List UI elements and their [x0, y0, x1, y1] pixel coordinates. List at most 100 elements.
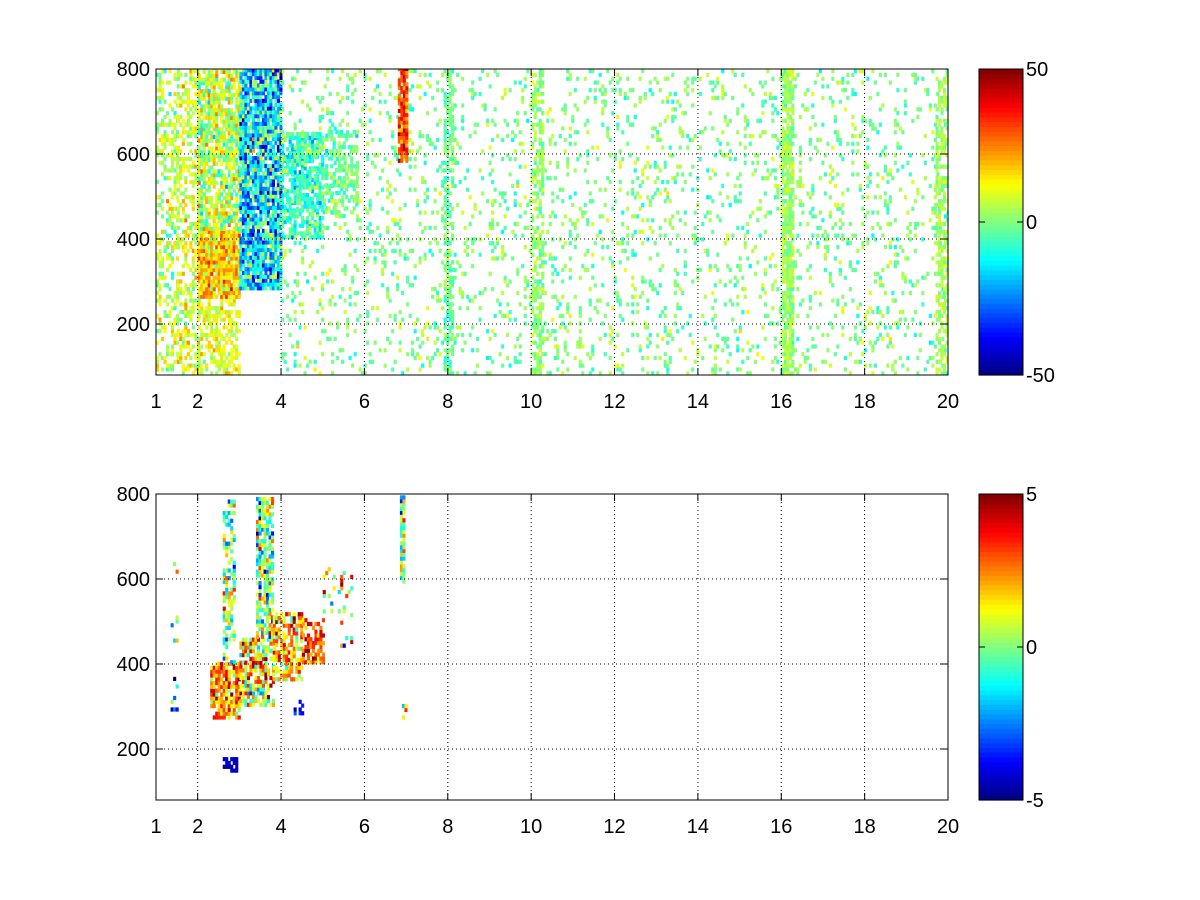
heatmap-cell	[361, 371, 365, 376]
heatmap-cell	[176, 225, 180, 230]
heatmap-cell	[227, 173, 231, 178]
heatmap-cell	[239, 255, 243, 260]
heatmap-cell	[200, 332, 204, 338]
heatmap-cell	[271, 163, 275, 168]
heatmap-cell	[551, 279, 555, 284]
heatmap-cell	[269, 163, 273, 168]
heatmap-cell	[293, 135, 297, 140]
heatmap-cell	[646, 237, 650, 242]
heatmap-cell	[217, 215, 221, 220]
heatmap-cell	[217, 256, 221, 261]
heatmap-cell	[721, 91, 725, 97]
heatmap-cell	[256, 140, 260, 145]
heatmap-cell	[286, 193, 290, 198]
heatmap-cell	[571, 222, 575, 227]
heatmap-cell	[266, 163, 270, 168]
heatmap-cell	[386, 294, 390, 299]
heatmap-cell	[205, 134, 209, 140]
heatmap-cell	[249, 217, 253, 222]
heatmap-cell	[618, 149, 622, 154]
heatmap-cell	[158, 95, 162, 100]
heatmap-cell	[473, 371, 477, 376]
heatmap-cell	[269, 106, 273, 111]
heatmap-cell	[202, 180, 206, 185]
heatmap-cell	[194, 91, 198, 97]
heatmap-cell	[184, 130, 188, 135]
heatmap-cell	[293, 208, 297, 213]
heatmap-cell	[230, 207, 234, 212]
heatmap-cell	[413, 264, 417, 269]
heatmap-cell	[264, 232, 268, 237]
heatmap-cell	[431, 210, 435, 215]
heatmap-cell	[200, 104, 204, 109]
heatmap-cell	[346, 168, 350, 173]
heatmap-cell	[321, 329, 325, 334]
heatmap-cell	[244, 91, 248, 96]
heatmap-cell	[641, 290, 645, 296]
heatmap-cell	[227, 123, 231, 128]
heatmap-cell	[743, 241, 747, 246]
heatmap-cell	[207, 89, 211, 94]
heatmap-cell	[249, 259, 253, 264]
heatmap-cell	[501, 290, 505, 296]
heatmap-cell	[325, 183, 329, 188]
heatmap-cell	[239, 202, 243, 207]
heatmap-cell	[197, 352, 201, 357]
heatmap-cell	[463, 225, 467, 230]
heatmap-cell	[355, 202, 359, 207]
heatmap-cell	[808, 325, 812, 330]
heatmap-cell	[176, 153, 180, 158]
heatmap-cell	[194, 225, 198, 230]
heatmap-cell	[230, 287, 234, 292]
heatmap-cell	[266, 148, 270, 153]
heatmap-cell	[269, 263, 273, 268]
heatmap-cell	[156, 153, 160, 158]
heatmap-cell	[171, 298, 175, 303]
heatmap-cell	[163, 313, 167, 318]
heatmap-cell	[202, 127, 206, 132]
heatmap-cell	[274, 102, 278, 107]
heatmap-cell	[342, 141, 346, 146]
heatmap-cell	[276, 286, 280, 291]
heatmap-cell	[189, 130, 193, 135]
heatmap-cell	[553, 336, 557, 341]
heatmap-cell	[207, 233, 211, 238]
heatmap-cell	[281, 174, 285, 179]
heatmap-cell	[291, 344, 295, 349]
heatmap-cell	[217, 275, 221, 280]
heatmap-cell	[244, 190, 248, 195]
heatmap-cell	[736, 336, 740, 341]
heatmap-cell	[498, 352, 502, 357]
heatmap-cell	[210, 199, 214, 205]
heatmap-cell	[643, 279, 647, 284]
heatmap-cell	[215, 192, 219, 197]
heatmap-cell	[501, 252, 505, 257]
heatmap-cell	[176, 287, 180, 292]
heatmap-cell	[721, 88, 725, 93]
heatmap-cell	[184, 195, 188, 200]
heatmap-cell	[171, 160, 175, 165]
heatmap-cell	[246, 255, 250, 260]
heatmap-cell	[443, 321, 447, 326]
heatmap-cell	[207, 207, 211, 212]
heatmap-cell	[601, 111, 605, 116]
heatmap-cell	[743, 153, 747, 158]
heatmap-cell	[200, 256, 204, 261]
heatmap-cell	[586, 95, 590, 100]
heatmap-cell	[356, 168, 360, 173]
heatmap-cell	[303, 245, 307, 250]
heatmap-cell	[296, 157, 300, 162]
heatmap-cell	[220, 229, 224, 234]
heatmap-cell	[338, 225, 342, 230]
heatmap-cell	[553, 344, 557, 349]
heatmap-cell	[663, 306, 667, 311]
heatmap-cell	[741, 287, 745, 292]
heatmap-cell	[246, 202, 250, 207]
heatmap-cell	[171, 306, 175, 311]
heatmap-cell	[503, 214, 507, 219]
heatmap-cell	[191, 310, 195, 315]
heatmap-cell	[266, 72, 270, 77]
heatmap-cell	[441, 72, 445, 77]
heatmap-cell	[318, 223, 322, 228]
heatmap-cell	[306, 185, 310, 190]
